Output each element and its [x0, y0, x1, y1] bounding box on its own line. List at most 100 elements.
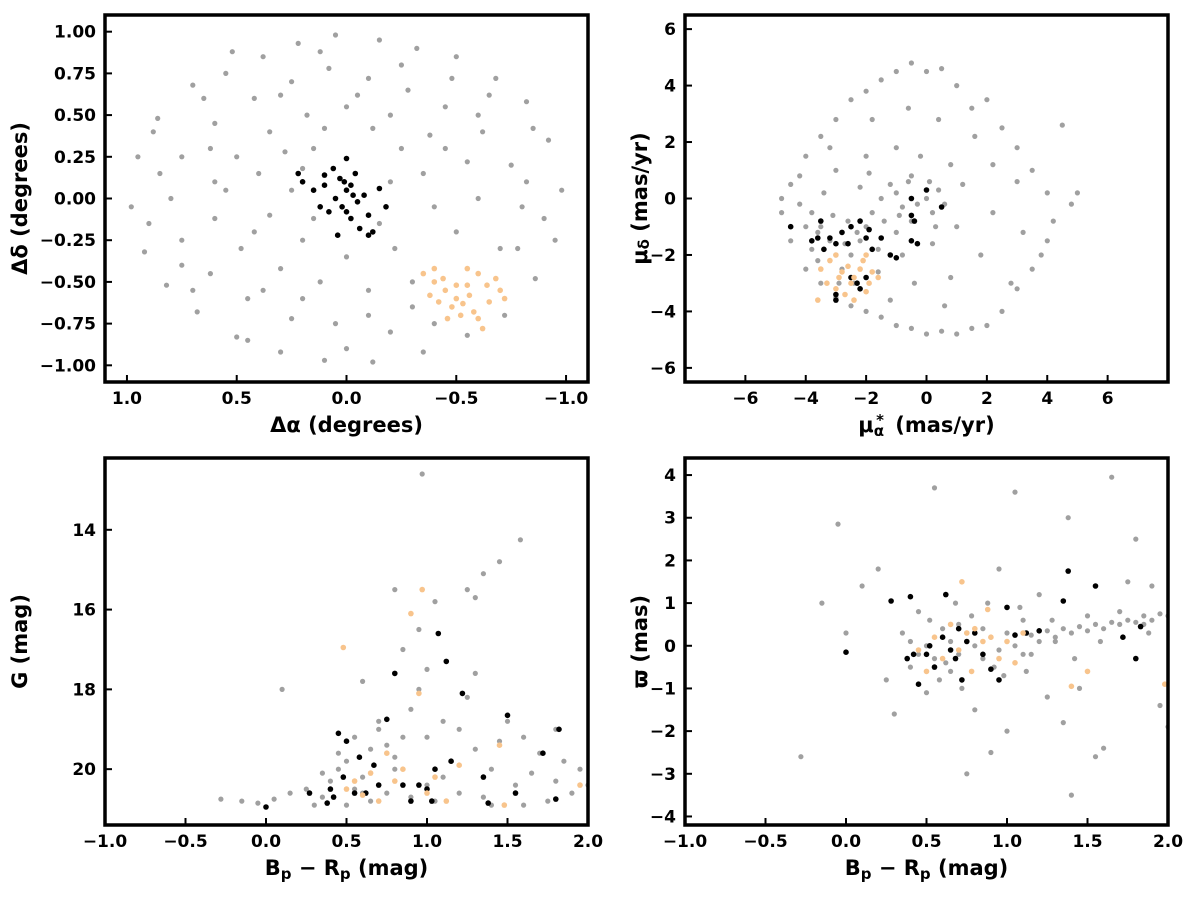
point-field	[392, 754, 398, 760]
point-field	[343, 758, 350, 764]
point-cluster	[356, 754, 363, 760]
point-cluster	[911, 218, 918, 224]
point-field	[480, 129, 486, 135]
point-field	[360, 678, 366, 685]
point-field	[409, 279, 415, 285]
point-field	[343, 346, 350, 352]
point-cluster	[326, 209, 332, 215]
point-field	[990, 162, 996, 168]
point-group2	[827, 257, 833, 264]
point-field	[420, 349, 426, 355]
point-cluster	[988, 666, 994, 672]
point-group2	[968, 668, 975, 675]
point-group2	[464, 282, 471, 289]
point-cluster	[1004, 604, 1010, 611]
point-field	[335, 766, 341, 772]
point-field	[833, 167, 839, 173]
point-field	[818, 133, 824, 139]
point-cluster	[321, 172, 328, 178]
point-field	[365, 75, 372, 81]
point-cluster	[878, 235, 884, 241]
point-cluster	[996, 677, 1002, 683]
point-field	[317, 279, 323, 285]
point-field	[803, 224, 809, 230]
point-field	[135, 154, 141, 160]
point-cluster	[1120, 634, 1126, 640]
point-field	[319, 770, 325, 776]
point-cluster	[908, 238, 915, 244]
point-field	[887, 181, 893, 187]
point-field	[409, 304, 415, 310]
point-group2	[972, 625, 978, 632]
point-field	[999, 308, 1005, 314]
point-field	[936, 677, 943, 683]
axes-frame	[103, 13, 590, 384]
point-field	[821, 190, 827, 196]
point-field	[797, 173, 803, 179]
point-field	[287, 790, 293, 796]
point-cluster	[888, 598, 894, 604]
point-field	[150, 129, 156, 135]
point-group2	[475, 315, 482, 322]
point-field	[1149, 583, 1155, 589]
point-cluster	[365, 212, 372, 218]
point-field	[545, 798, 551, 804]
point-field	[848, 252, 854, 258]
point-cluster	[1092, 583, 1099, 589]
point-field	[321, 125, 328, 131]
point-field	[431, 321, 437, 327]
point-field	[969, 105, 975, 111]
point-field	[343, 104, 350, 110]
point-field	[238, 245, 244, 252]
point-field	[905, 105, 912, 111]
point-group2	[501, 802, 508, 808]
point-field	[857, 238, 863, 244]
point-field	[999, 125, 1005, 131]
point-group2	[947, 621, 954, 628]
point-cluster	[263, 804, 269, 810]
point-cluster	[408, 798, 414, 804]
point-group2	[1068, 683, 1075, 690]
point-field	[1014, 179, 1020, 185]
point-field	[878, 195, 884, 202]
point-group2	[1004, 638, 1010, 645]
x-tick-label: 1.0	[412, 832, 442, 852]
point-cluster	[424, 786, 430, 792]
point-field	[948, 162, 954, 168]
point-field	[875, 246, 881, 252]
point-group2	[466, 292, 473, 299]
point-field	[1109, 619, 1115, 625]
point-group2	[375, 798, 382, 804]
point-cluster	[839, 229, 845, 236]
point-field	[893, 68, 899, 75]
point-field	[223, 70, 229, 76]
panel-bottom-right: −1.0 −0.5 0.0 0.5 1.0 1.5 2.0 −4 −3 −2 −1 0 1 2 3 4 Bp −…	[628, 456, 1183, 883]
point-field	[343, 254, 350, 260]
point-field	[887, 297, 893, 303]
point-cluster	[330, 794, 337, 800]
point-field	[893, 322, 899, 329]
point-field	[845, 218, 851, 224]
point-cluster	[370, 229, 376, 235]
point-field	[972, 707, 978, 713]
point-group2	[851, 274, 857, 281]
point-field	[899, 252, 906, 258]
point-cluster	[827, 235, 833, 241]
point-field	[475, 112, 481, 118]
point-field	[1065, 515, 1071, 521]
point-field	[866, 170, 872, 176]
point-field	[207, 271, 213, 277]
point-field	[936, 187, 942, 193]
x-tick-label: 1.5	[492, 832, 522, 852]
x-tick-label: 1.0	[992, 832, 1022, 852]
point-field	[278, 92, 284, 98]
point-cluster	[959, 677, 965, 683]
point-cluster	[327, 786, 334, 792]
point-field	[1036, 592, 1042, 598]
point-field	[352, 734, 358, 740]
point-group2	[842, 291, 848, 298]
point-field	[964, 771, 970, 777]
point-field	[1092, 754, 1099, 760]
point-group2	[416, 690, 422, 697]
